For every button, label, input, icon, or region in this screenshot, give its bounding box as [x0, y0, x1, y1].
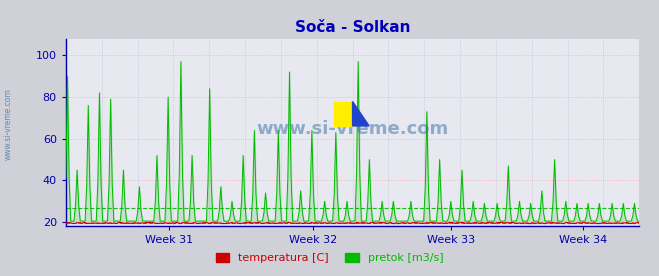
- Title: Soča - Solkan: Soča - Solkan: [295, 20, 411, 35]
- Text: www.si-vreme.com: www.si-vreme.com: [3, 88, 13, 160]
- Text: www.si-vreme.com: www.si-vreme.com: [256, 120, 449, 138]
- Legend: temperatura [C], pretok [m3/s]: temperatura [C], pretok [m3/s]: [212, 248, 447, 268]
- Bar: [334, 102, 353, 126]
- Polygon shape: [353, 102, 369, 126]
